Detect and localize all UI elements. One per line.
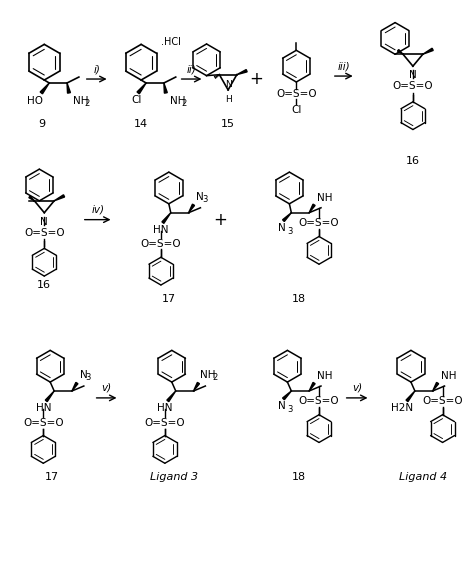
Polygon shape bbox=[137, 83, 146, 94]
Text: Cl: Cl bbox=[291, 105, 301, 115]
Text: O=S=O: O=S=O bbox=[141, 240, 181, 249]
Text: O=S=O: O=S=O bbox=[299, 217, 339, 228]
Polygon shape bbox=[433, 383, 438, 391]
Text: 16: 16 bbox=[406, 156, 420, 166]
Text: 3: 3 bbox=[287, 405, 293, 414]
Polygon shape bbox=[193, 383, 200, 391]
Polygon shape bbox=[167, 391, 176, 402]
Polygon shape bbox=[406, 391, 415, 402]
Text: 3: 3 bbox=[287, 227, 293, 236]
Text: 18: 18 bbox=[292, 472, 306, 482]
Text: 15: 15 bbox=[221, 118, 235, 129]
Text: 9: 9 bbox=[39, 118, 46, 129]
Text: N: N bbox=[197, 192, 204, 202]
Text: 16: 16 bbox=[37, 280, 51, 290]
Polygon shape bbox=[162, 213, 171, 224]
Text: HO: HO bbox=[27, 96, 44, 106]
Text: O=S=O: O=S=O bbox=[145, 418, 185, 428]
Polygon shape bbox=[309, 383, 315, 391]
Text: v): v) bbox=[101, 383, 111, 393]
Polygon shape bbox=[46, 391, 54, 402]
Text: O=S=O: O=S=O bbox=[276, 89, 317, 99]
Text: N: N bbox=[278, 401, 285, 411]
Polygon shape bbox=[423, 48, 433, 54]
Polygon shape bbox=[237, 70, 247, 75]
Polygon shape bbox=[67, 83, 71, 93]
Text: ii): ii) bbox=[187, 64, 196, 74]
Text: N: N bbox=[409, 70, 417, 80]
Text: 2: 2 bbox=[85, 99, 90, 108]
Text: 14: 14 bbox=[134, 118, 148, 129]
Text: H: H bbox=[225, 95, 231, 104]
Text: Ligand 4: Ligand 4 bbox=[399, 472, 447, 482]
Polygon shape bbox=[309, 204, 315, 213]
Polygon shape bbox=[283, 391, 292, 400]
Text: iv): iv) bbox=[91, 205, 104, 214]
Text: Ligand 3: Ligand 3 bbox=[150, 472, 198, 482]
Text: O=S=O: O=S=O bbox=[24, 228, 64, 237]
Text: i): i) bbox=[93, 64, 100, 74]
Text: NH: NH bbox=[317, 371, 333, 381]
Text: N: N bbox=[80, 370, 88, 380]
Text: NH: NH bbox=[170, 96, 185, 106]
Polygon shape bbox=[283, 213, 292, 221]
Text: 17: 17 bbox=[162, 294, 176, 304]
Text: O=S=O: O=S=O bbox=[23, 418, 64, 428]
Text: H2N: H2N bbox=[391, 403, 413, 413]
Polygon shape bbox=[164, 83, 167, 93]
Text: NH: NH bbox=[73, 96, 89, 106]
Polygon shape bbox=[189, 204, 194, 213]
Polygon shape bbox=[398, 50, 403, 54]
Text: O=S=O: O=S=O bbox=[299, 396, 339, 406]
Text: +: + bbox=[213, 210, 227, 229]
Text: 18: 18 bbox=[292, 294, 306, 304]
Text: +: + bbox=[249, 70, 263, 88]
Text: NH: NH bbox=[441, 371, 456, 381]
Text: 3: 3 bbox=[202, 195, 208, 204]
Text: NH: NH bbox=[201, 370, 216, 380]
Text: 3: 3 bbox=[86, 373, 91, 382]
Text: 2: 2 bbox=[212, 373, 218, 382]
Text: v): v) bbox=[352, 383, 362, 393]
Text: iii): iii) bbox=[337, 61, 350, 71]
Polygon shape bbox=[72, 383, 78, 391]
Text: O=S=O: O=S=O bbox=[422, 396, 463, 406]
Text: 2: 2 bbox=[182, 99, 187, 108]
Text: 17: 17 bbox=[45, 472, 59, 482]
Polygon shape bbox=[40, 83, 49, 94]
Text: Cl: Cl bbox=[131, 95, 141, 105]
Text: NH: NH bbox=[317, 193, 333, 203]
Text: O=S=O: O=S=O bbox=[392, 81, 433, 91]
Text: HN: HN bbox=[157, 403, 173, 413]
Text: N: N bbox=[40, 217, 48, 227]
Text: .HCl: .HCl bbox=[161, 37, 181, 47]
Polygon shape bbox=[54, 195, 64, 201]
Text: N: N bbox=[278, 223, 285, 233]
Text: N: N bbox=[225, 80, 231, 89]
Text: HN: HN bbox=[36, 403, 51, 413]
Polygon shape bbox=[29, 196, 35, 201]
Text: HN: HN bbox=[153, 225, 169, 235]
